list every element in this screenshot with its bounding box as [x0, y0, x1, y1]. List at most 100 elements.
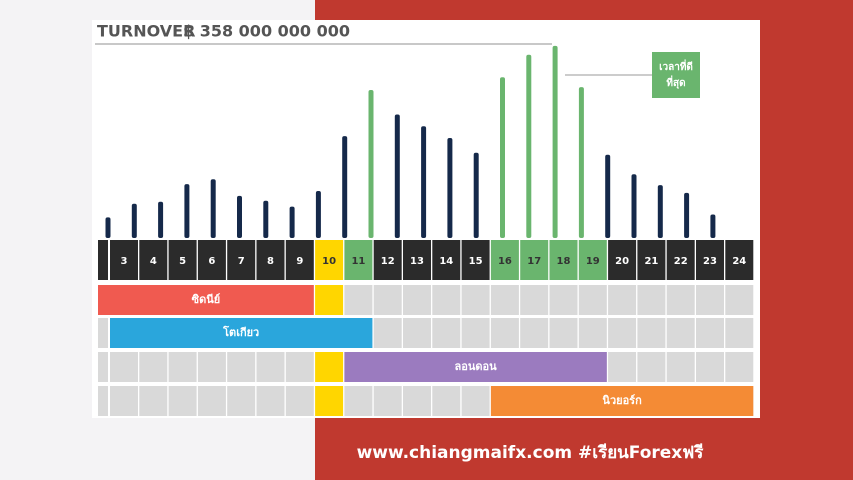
session-cell — [432, 318, 461, 348]
bar — [342, 136, 348, 238]
session-cell — [373, 386, 402, 416]
chart-subtitle: $ 358 000 000 000 — [183, 22, 350, 41]
session-cell — [315, 386, 344, 416]
session-cell — [520, 318, 549, 348]
annotation: ที่สุด — [666, 75, 685, 89]
session-bar — [344, 352, 607, 382]
session-cell — [549, 318, 578, 348]
session-cell — [98, 318, 108, 348]
hour-cell — [227, 240, 256, 280]
hour-label: 11 — [351, 256, 365, 267]
session-cell — [637, 285, 666, 315]
session-cell — [637, 318, 666, 348]
session-cell — [608, 285, 637, 315]
hour-cell — [520, 240, 549, 280]
session-cell — [666, 285, 695, 315]
bar — [421, 126, 427, 238]
bar — [289, 206, 295, 238]
bar — [105, 217, 111, 238]
session-cell — [461, 285, 490, 315]
session-cell — [315, 285, 344, 315]
hour-cell — [285, 240, 314, 280]
hour-cell — [666, 240, 695, 280]
hour-label: 21 — [644, 256, 658, 267]
session-cell — [432, 285, 461, 315]
hour-cell — [256, 240, 285, 280]
bar — [368, 90, 374, 239]
bar — [131, 203, 137, 238]
session-cell — [168, 386, 197, 416]
session-cell — [608, 352, 637, 382]
hour-label: 8 — [267, 256, 274, 267]
session-cell — [432, 386, 461, 416]
session-cell — [227, 386, 256, 416]
hour-cell — [197, 240, 226, 280]
hour-label: 6 — [208, 256, 215, 267]
hour-cell — [403, 240, 431, 280]
bar — [605, 154, 611, 238]
hour-label: 7 — [238, 256, 245, 267]
bar — [578, 87, 584, 238]
session-label: โตเกียว — [222, 325, 259, 339]
chart-title: TURNOVER — [97, 22, 195, 41]
hour-cell — [578, 240, 607, 280]
bar — [500, 77, 505, 238]
hour-label: 24 — [732, 256, 746, 267]
session-cell — [725, 352, 754, 382]
session-cell — [608, 318, 637, 348]
session-cell — [725, 285, 754, 315]
session-cell — [696, 352, 724, 382]
session-cell — [578, 318, 607, 348]
session-cell — [373, 285, 402, 315]
bar — [184, 184, 190, 238]
footer: www.chiangmaifx.com #เรียนForexฟรี — [357, 442, 705, 463]
annotation-box — [652, 52, 700, 98]
session-cell — [666, 318, 695, 348]
session-label: ซิดนีย์ — [192, 293, 221, 306]
bar — [263, 200, 269, 238]
session-bar — [98, 285, 314, 315]
hour-cell — [110, 240, 138, 280]
hour-cell — [168, 240, 197, 280]
bar — [237, 195, 242, 238]
hour-label: 19 — [586, 256, 600, 267]
session-cell — [344, 386, 373, 416]
session-cell — [110, 386, 138, 416]
hour-label: 4 — [150, 256, 157, 267]
hour-label: 12 — [381, 256, 395, 267]
session-cell — [139, 386, 168, 416]
session-cell — [285, 352, 314, 382]
bar — [447, 138, 453, 238]
session-cell — [110, 352, 138, 382]
bar — [710, 214, 716, 238]
session-cell — [666, 352, 695, 382]
session-label: นิวยอร์ก — [602, 394, 642, 407]
bar — [394, 114, 400, 238]
session-cell — [344, 285, 373, 315]
session-cell — [403, 318, 431, 348]
bar — [158, 201, 164, 238]
bar — [315, 190, 321, 238]
session-cell — [256, 352, 285, 382]
session-cell — [403, 386, 431, 416]
session-cell — [403, 285, 431, 315]
session-cell — [139, 352, 168, 382]
bar — [631, 174, 637, 238]
session-cell — [256, 386, 285, 416]
hour-cell — [432, 240, 461, 280]
hour-label: 13 — [410, 256, 424, 267]
hour-cell — [608, 240, 637, 280]
hour-label: 9 — [296, 256, 303, 267]
hour-label: 20 — [615, 256, 629, 267]
hour-label: 15 — [469, 256, 483, 267]
hour-cell — [98, 240, 108, 280]
session-cell — [549, 285, 578, 315]
session-cell — [461, 386, 490, 416]
session-cell — [578, 285, 607, 315]
session-cell — [168, 352, 197, 382]
hour-cell — [637, 240, 666, 280]
session-cell — [197, 352, 226, 382]
hour-cell — [696, 240, 724, 280]
session-cell — [227, 352, 256, 382]
